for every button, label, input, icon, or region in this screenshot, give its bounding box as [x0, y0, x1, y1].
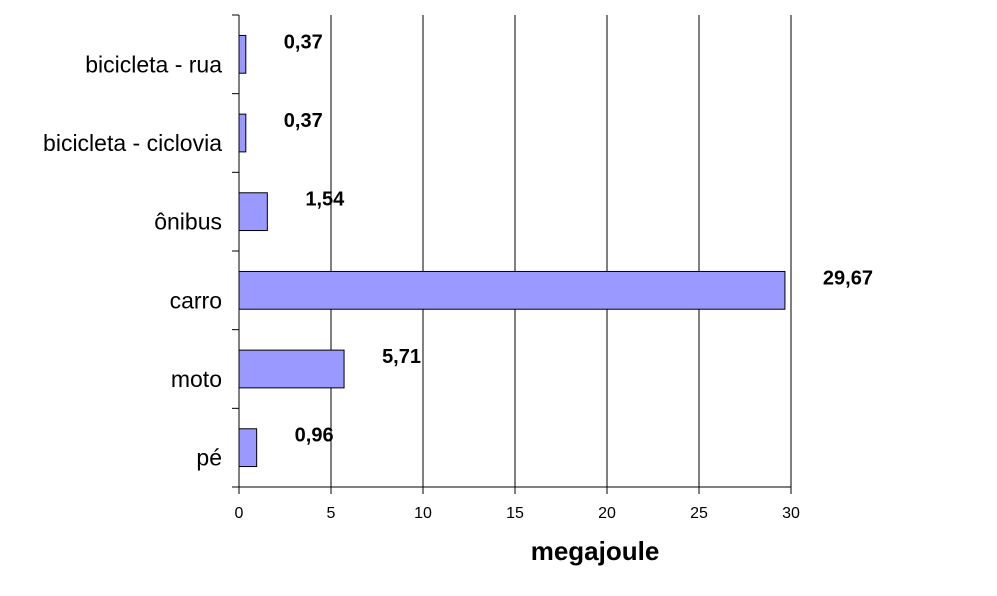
x-tick-label-5: 5: [327, 505, 336, 522]
data-label-0: 0,37: [284, 31, 323, 53]
x-axis-title: megajoule: [531, 536, 660, 566]
category-label-5: pé: [196, 445, 222, 471]
x-tick-label-20: 20: [598, 505, 616, 522]
category-label-4: moto: [171, 366, 222, 392]
axes: [232, 14, 792, 494]
x-tick-label-30: 30: [782, 505, 800, 522]
bars: [238, 34, 786, 468]
x-tick-label-15: 15: [506, 505, 524, 522]
category-label-0: bicicleta - rua: [85, 51, 222, 77]
category-label-3: carro: [170, 287, 222, 313]
bar-4: [238, 349, 345, 389]
data-label-5: 0,96: [295, 425, 334, 447]
x-tick-label-25: 25: [690, 505, 708, 522]
category-label-2: ônibus: [154, 209, 222, 235]
bar-5: [238, 428, 258, 468]
data-label-1: 0,37: [284, 110, 323, 132]
bar-2: [238, 192, 268, 232]
x-tick-label-0: 0: [235, 505, 244, 522]
category-label-1: bicicleta - ciclovia: [43, 130, 222, 156]
gridlines: [330, 15, 792, 487]
bar-0: [238, 34, 247, 74]
bar-1: [238, 113, 247, 153]
data-label-2: 1,54: [305, 189, 345, 211]
labels: 0 5 10 15 20 25 30 bicicleta - rua 0,37 bicicleta…: [43, 31, 873, 522]
data-label-4: 5,71: [382, 346, 421, 368]
x-tick-label-10: 10: [414, 505, 432, 522]
bar-3: [238, 270, 786, 310]
data-label-3: 29,67: [823, 267, 873, 289]
